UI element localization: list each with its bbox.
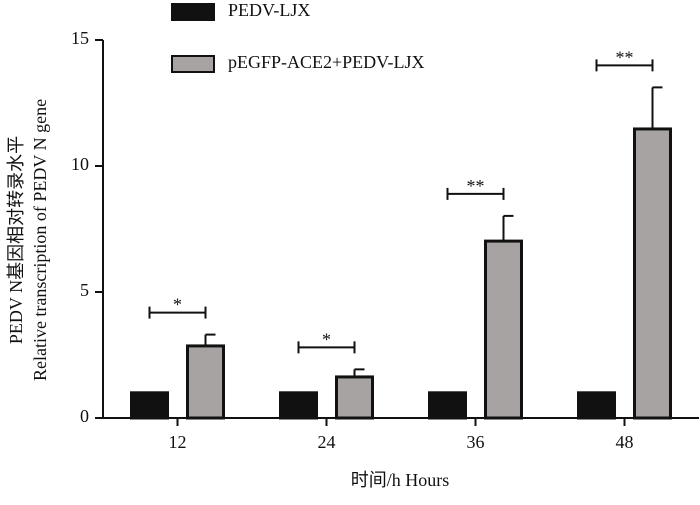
y-axis-label: Relative transcription of PEDV N gene: [30, 99, 50, 381]
legend-swatch: [171, 55, 215, 73]
legend-label: pEGFP-ACE2+PEDV-LJX: [228, 52, 425, 72]
bar: [186, 344, 225, 420]
significance-label: **: [467, 176, 485, 196]
bar: [335, 375, 374, 420]
bar: [279, 391, 318, 420]
y-tick-label: 0: [80, 406, 89, 426]
significance-label: *: [322, 329, 331, 349]
y-tick-label: 15: [71, 28, 89, 48]
bar: [428, 391, 467, 420]
y-axis-label: PEDV N基因相对转录水平: [6, 136, 26, 344]
x-tick-label: 24: [318, 432, 336, 452]
x-tick-label: 48: [616, 432, 634, 452]
legend-label: PEDV-LJX: [228, 0, 310, 20]
x-tick-label: 36: [467, 432, 485, 452]
bar: [130, 391, 169, 420]
significance-label: **: [616, 48, 634, 68]
y-tick-label: 5: [80, 280, 89, 300]
bar: [633, 127, 672, 420]
significance-label: *: [173, 295, 182, 315]
legend-swatch: [171, 3, 215, 21]
bar: [484, 239, 523, 420]
bar: [577, 391, 616, 420]
x-axis-label: 时间/h Hours: [351, 470, 450, 490]
x-tick-label: 12: [169, 432, 187, 452]
y-tick-label: 10: [71, 154, 89, 174]
